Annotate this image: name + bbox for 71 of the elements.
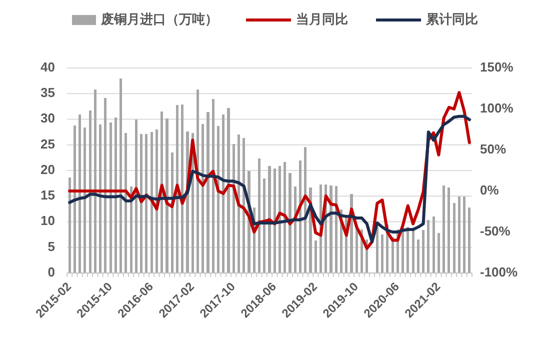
- y-tick-label: 25: [40, 136, 55, 152]
- y-tick-label: 30: [40, 110, 55, 126]
- bar: [120, 78, 122, 273]
- bar: [114, 118, 117, 273]
- bar: [227, 108, 230, 273]
- bar: [73, 125, 76, 273]
- bar: [222, 114, 225, 273]
- bar: [155, 130, 158, 273]
- bar: [278, 166, 282, 273]
- legend-label: 累计同比: [425, 11, 478, 26]
- bar: [94, 90, 96, 273]
- bar: [448, 187, 450, 273]
- bar: [68, 178, 71, 273]
- bar: [412, 229, 414, 273]
- bar: [84, 127, 86, 273]
- bar: [140, 134, 143, 273]
- bar: [206, 112, 210, 273]
- y2-tick-label: 50%: [480, 141, 506, 156]
- bar: [104, 98, 107, 273]
- bar: [268, 166, 271, 273]
- bar: [458, 196, 460, 273]
- bar: [202, 124, 204, 273]
- bar: [109, 122, 112, 273]
- bar: [150, 132, 153, 273]
- y-tick-label: 0: [48, 264, 55, 280]
- bar: [416, 240, 420, 273]
- y2-tick-label: 100%: [480, 100, 514, 116]
- line-series: [68, 114, 471, 244]
- bar: [212, 98, 214, 273]
- legend-label: 废铜月进口（万吨）: [100, 11, 218, 26]
- bar: [422, 230, 425, 273]
- y-tick-label: 40: [40, 59, 55, 74]
- bar: [124, 133, 128, 273]
- y-tick-label: 5: [48, 238, 55, 254]
- bar: [432, 216, 435, 273]
- bar: [88, 110, 92, 273]
- bar: [181, 104, 184, 273]
- bar: [406, 226, 410, 273]
- bar: [427, 220, 430, 273]
- y2-tick-label: -100%: [480, 264, 518, 280]
- bar: [78, 114, 82, 273]
- bar: [263, 178, 266, 273]
- y-tick-label: 10: [40, 213, 55, 228]
- y-tick-label: 15: [40, 188, 55, 203]
- bar: [237, 134, 240, 273]
- bar: [166, 118, 168, 273]
- bar: [176, 104, 179, 273]
- bar: [442, 185, 446, 273]
- bar: [376, 226, 378, 273]
- bar: [314, 240, 317, 273]
- bar: [437, 233, 440, 273]
- bar: [381, 234, 384, 273]
- y-tick-label: 20: [40, 162, 55, 177]
- y2-tick-label: -50%: [480, 223, 511, 238]
- bar: [288, 173, 292, 273]
- legend-label: 当月同比: [296, 11, 348, 26]
- bar: [330, 185, 332, 273]
- y2-tick-label: 0%: [480, 182, 500, 198]
- bar: [145, 134, 148, 273]
- y2-tick-label: 150%: [480, 59, 514, 74]
- bar: [99, 124, 102, 273]
- bar: [273, 168, 276, 273]
- bar: [216, 126, 220, 273]
- bar: [284, 162, 286, 273]
- y-tick-label: 35: [40, 85, 55, 100]
- bar: [134, 119, 138, 273]
- bar: [468, 207, 471, 273]
- bar: [452, 202, 456, 273]
- bar: [258, 158, 261, 273]
- bar: [196, 90, 200, 273]
- bar: [463, 196, 466, 273]
